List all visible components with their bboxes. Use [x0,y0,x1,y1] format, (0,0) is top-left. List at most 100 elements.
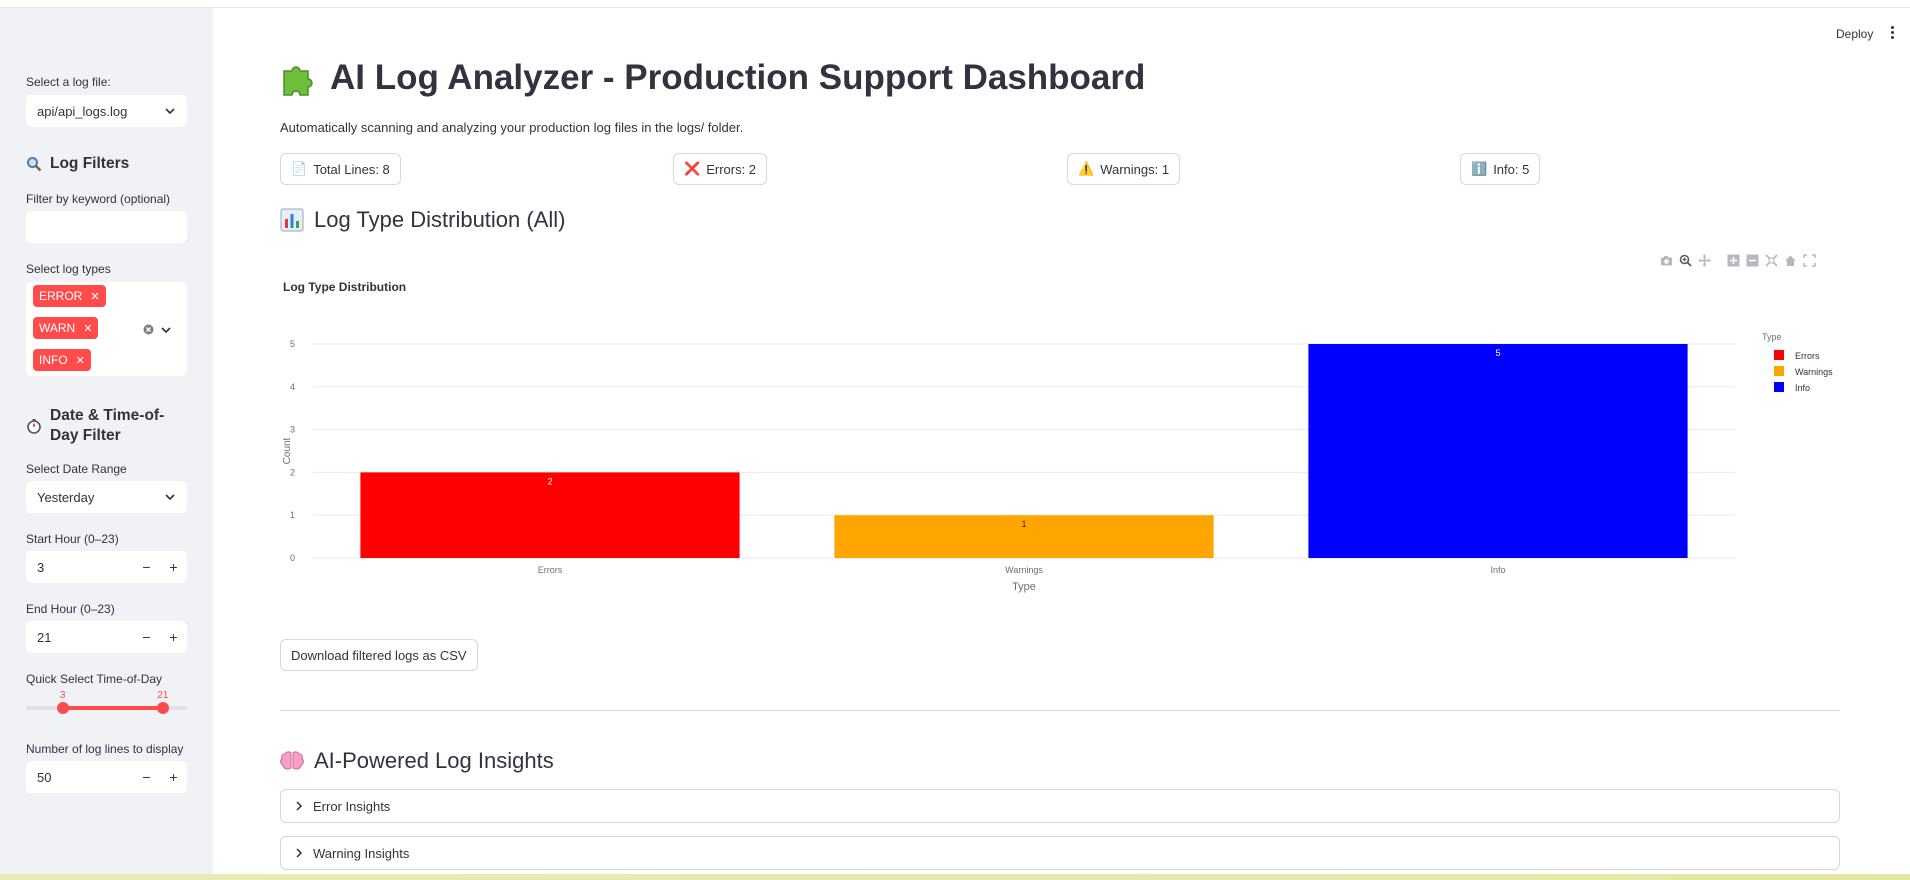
close-icon[interactable]: ✕ [75,354,85,367]
keyword-input[interactable] [26,211,187,243]
date-filter-heading-text: Date & Time-of-Day Filter [50,407,165,444]
main-menu-icon[interactable] [1891,26,1895,39]
log-type-chart[interactable]: Log Type Distribution 0 1 2 3 4 5 Count 2 Errors 1… [280,250,1840,610]
tag-error[interactable]: ERROR ✕ [33,285,106,307]
insights-heading: AI-Powered Log Insights [280,748,554,774]
chart-modebar [1660,254,1816,267]
bar-value-label: 2 [547,476,552,486]
chevron-down-icon[interactable] [160,324,172,336]
expander-warning-insights[interactable]: Warning Insights [280,836,1840,870]
num-lines-increment-button[interactable]: + [169,769,178,785]
y-axis-label: Count [282,437,293,464]
x-axis-label: Type [1012,581,1036,593]
top-border [0,0,1910,8]
bar-value-label: 5 [1495,348,1500,358]
log-file-select[interactable]: api/api_logs.log [26,95,187,127]
quick-select-label: Quick Select Time-of-Day [26,672,163,686]
end-hour-label: End Hour (0–23) [26,602,115,616]
tag-error-label: ERROR [39,289,83,303]
tag-warn-label: WARN [39,321,76,335]
distribution-heading-text: Log Type Distribution (All) [314,207,566,232]
pan-icon[interactable] [1698,254,1711,267]
date-range-value: Yesterday [37,489,95,505]
chart-svg: Log Type Distribution 0 1 2 3 4 5 Count 2 Errors 1… [282,280,1833,593]
page-icon: 📄 [291,161,308,176]
metric-errors-label: Errors: 2 [706,161,757,177]
num-lines-input[interactable]: 50 − + [26,761,187,793]
date-filter-heading: Date & Time-of-Day Filter [26,406,191,446]
y-tick-label: 0 [290,553,295,563]
metric-errors: ❌ Errors: 2 [673,153,768,185]
magnifier-icon [27,157,42,172]
slider-high-label: 21 [157,690,169,701]
close-icon[interactable]: ✕ [90,290,100,303]
end-hour-value[interactable]: 21 [37,629,52,645]
expander-error-insights-label: Error Insights [313,798,391,814]
tag-info-label: INFO [39,353,68,367]
legend-label: Warnings [1795,367,1833,377]
y-tick-label: 4 [290,382,295,392]
clear-all-icon[interactable] [143,324,154,335]
keyword-label: Filter by keyword (optional) [26,192,171,206]
zoom-icon[interactable] [1679,254,1692,267]
end-hour-decrement-button[interactable]: − [142,629,151,645]
chevron-right-icon [296,801,303,811]
bar-info [1308,344,1688,558]
slider-low-handle[interactable] [56,702,69,714]
date-range-select[interactable]: Yesterday [26,481,187,513]
bottom-border [0,874,1910,880]
zoom-in-icon[interactable] [1727,254,1740,267]
download-csv-button[interactable]: Download filtered logs as CSV [280,639,478,671]
close-icon[interactable]: ✕ [83,322,93,335]
cross-mark-icon: ❌ [684,161,701,176]
metric-info: ℹ️ Info: 5 [1460,153,1541,185]
tag-warn[interactable]: WARN ✕ [33,317,99,339]
end-hour-input[interactable]: 21 − + [26,621,187,653]
metric-total-lines-label: Total Lines: 8 [313,161,390,177]
end-hour-increment-button[interactable]: + [169,629,178,645]
bar-value-label: 1 [1021,519,1026,529]
log-types-multiselect[interactable]: ERROR ✕ WARN ✕ INFO ✕ [26,282,187,376]
fullscreen-icon[interactable] [1803,254,1816,267]
legend-swatch [1774,366,1784,376]
divider [280,710,1840,711]
tag-info[interactable]: INFO ✕ [33,349,91,371]
y-tick-label: 1 [290,510,295,520]
metric-info-label: Info: 5 [1493,161,1530,177]
num-lines-value[interactable]: 50 [37,769,52,785]
page-title-text: AI Log Analyzer - Production Support Das… [330,58,1146,97]
zoom-out-icon[interactable] [1746,254,1759,267]
stopwatch-icon [27,419,41,434]
insights-heading-text: AI-Powered Log Insights [314,748,554,773]
legend-title: Type [1762,332,1782,342]
autoscale-icon[interactable] [1765,254,1778,267]
x-tick-label: Errors [538,565,563,575]
info-icon: ℹ️ [1471,161,1488,176]
metric-warnings: ⚠️ Warnings: 1 [1067,153,1181,185]
x-tick-label: Info [1490,565,1505,575]
log-types-label: Select log types [26,262,111,276]
distribution-heading: Log Type Distribution (All) [280,207,566,233]
num-lines-decrement-button[interactable]: − [142,769,151,785]
slider-high-handle[interactable] [156,702,169,714]
chart-title: Log Type Distribution [283,280,406,294]
log-file-value: api/api_logs.log [37,103,128,119]
start-hour-value[interactable]: 3 [37,559,45,575]
start-hour-decrement-button[interactable]: − [142,559,151,575]
legend-swatch [1774,382,1784,392]
start-hour-label: Start Hour (0–23) [26,532,119,546]
x-tick-label: Warnings [1005,565,1043,575]
deploy-button[interactable]: Deploy [1836,27,1874,41]
expander-error-insights[interactable]: Error Insights [280,789,1840,823]
page-subtitle: Automatically scanning and analyzing you… [280,120,744,135]
start-hour-input[interactable]: 3 − + [26,551,187,583]
time-range-slider[interactable]: 3 21 [26,690,187,714]
y-tick-label: 5 [290,339,295,349]
camera-icon[interactable] [1660,254,1673,267]
legend-label: Info [1795,383,1810,393]
y-tick-label: 3 [290,425,295,435]
filters-heading: Log Filters [26,155,129,173]
chevron-down-icon [165,108,175,115]
home-icon[interactable] [1784,254,1797,267]
start-hour-increment-button[interactable]: + [169,559,178,575]
